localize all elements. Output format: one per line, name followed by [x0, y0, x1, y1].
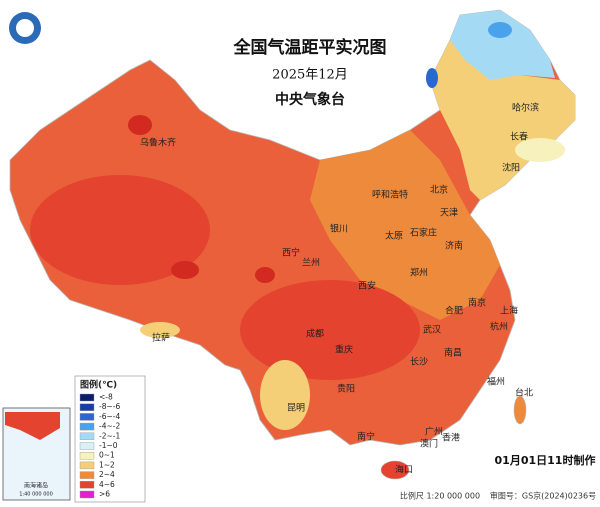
review-number: 审图号：GS京(2024)0236号: [490, 491, 596, 501]
city-label: 成都: [306, 328, 324, 340]
legend-swatch: [79, 393, 95, 402]
warm-area: [240, 280, 420, 380]
legend-swatch: [79, 413, 95, 421]
made-time: 01月01日11时制作: [495, 453, 596, 467]
mild-area: [515, 138, 565, 162]
city-label: 乌鲁木齐: [140, 137, 176, 149]
legend-swatch: [79, 490, 95, 499]
city-labels: 乌鲁木齐 哈尔滨 长春 沈阳 北京 天津 呼和浩特 银川 太原 石家庄 济南 西…: [140, 102, 539, 476]
city-label: 西宁: [282, 247, 300, 259]
southeast-area: [310, 130, 500, 320]
city-label: 杭州: [490, 321, 508, 333]
mild-area: [140, 322, 180, 338]
city-label: 西安: [358, 280, 376, 292]
city-label: 呼和浩特: [372, 189, 408, 201]
city-label: 银川: [330, 223, 348, 235]
legend-title: 图例(℃): [80, 379, 117, 391]
inset-title: 南海诸岛: [24, 482, 48, 490]
hot-spot: [128, 115, 152, 135]
legend: 图例(℃) <-8-8~-6-6~-4-4~-2-2~-1-1~00~11~22…: [74, 375, 146, 503]
hainan: [380, 460, 410, 480]
city-label: 拉萨: [152, 332, 170, 344]
city-label: 广州: [425, 426, 443, 438]
cold-spot: [426, 68, 438, 88]
legend-swatch: [79, 403, 95, 411]
warm-area: [30, 175, 210, 285]
city-label: 兰州: [302, 257, 320, 269]
legend-swatch: [79, 471, 95, 479]
legend-label: >6: [99, 490, 110, 499]
city-label: 北京: [430, 184, 448, 196]
logo-inner: [16, 19, 34, 37]
legend-label: 2~4: [99, 470, 115, 479]
legend-swatch: [79, 432, 95, 440]
inset-land: [5, 412, 60, 440]
city-label: 重庆: [335, 344, 353, 356]
city-label: 澳门: [420, 438, 438, 450]
northeast-warm-area: [430, 40, 575, 200]
city-label: 香港: [442, 432, 460, 444]
legend-label: 4~6: [99, 480, 115, 489]
city-label: 上海: [500, 305, 518, 317]
taiwan: [513, 395, 527, 425]
city-label: 长春: [510, 131, 528, 143]
hot-spot: [255, 267, 275, 283]
legend-swatch: [79, 481, 95, 489]
inset-scale: 1:40 000 000: [19, 492, 53, 498]
city-label: 沈阳: [502, 162, 520, 174]
legend-label: 1~2: [99, 460, 115, 469]
legend-label: -8~-6: [99, 402, 120, 411]
city-label: 郑州: [410, 267, 428, 279]
legend-label: -1~0: [99, 441, 118, 450]
city-label: 海口: [395, 464, 413, 476]
city-label: 南京: [468, 297, 486, 309]
city-label: 哈尔滨: [512, 102, 539, 114]
city-label: 昆明: [287, 403, 305, 414]
city-label: 太原: [385, 230, 403, 242]
legend-swatch: [79, 422, 95, 431]
city-label: 南昌: [444, 347, 462, 359]
city-label: 福州: [487, 376, 505, 388]
city-label: 济南: [445, 240, 463, 252]
title: 全国气温距平实况图: [233, 37, 387, 58]
legend-swatch: [79, 442, 95, 450]
scale-note: 比例尺 1:20 000 000: [400, 491, 480, 501]
legend-label: -4~-2: [99, 422, 120, 431]
city-label: 长沙: [410, 356, 428, 368]
mild-area: [260, 360, 310, 430]
city-label: 合肥: [445, 305, 463, 317]
city-label: 天津: [440, 208, 458, 219]
northeast-cold-area: [450, 10, 555, 80]
legend-label: <-8: [99, 393, 113, 402]
legend-label: -6~-4: [99, 412, 120, 421]
legend-label: 0~1: [99, 451, 115, 460]
city-label: 台北: [515, 387, 533, 399]
legend-swatch: [79, 461, 95, 470]
hot-spot: [171, 261, 199, 279]
legend-swatch: [79, 452, 95, 460]
city-label: 贵阳: [337, 383, 355, 395]
city-label: 武汉: [423, 324, 441, 336]
agency: 中央气象台: [275, 91, 345, 108]
legend-label: -2~-1: [99, 431, 120, 440]
city-label: 石家庄: [410, 227, 437, 239]
cold-spot: [488, 22, 512, 38]
city-label: 南宁: [357, 431, 375, 443]
subtitle: 2025年12月: [272, 68, 348, 83]
